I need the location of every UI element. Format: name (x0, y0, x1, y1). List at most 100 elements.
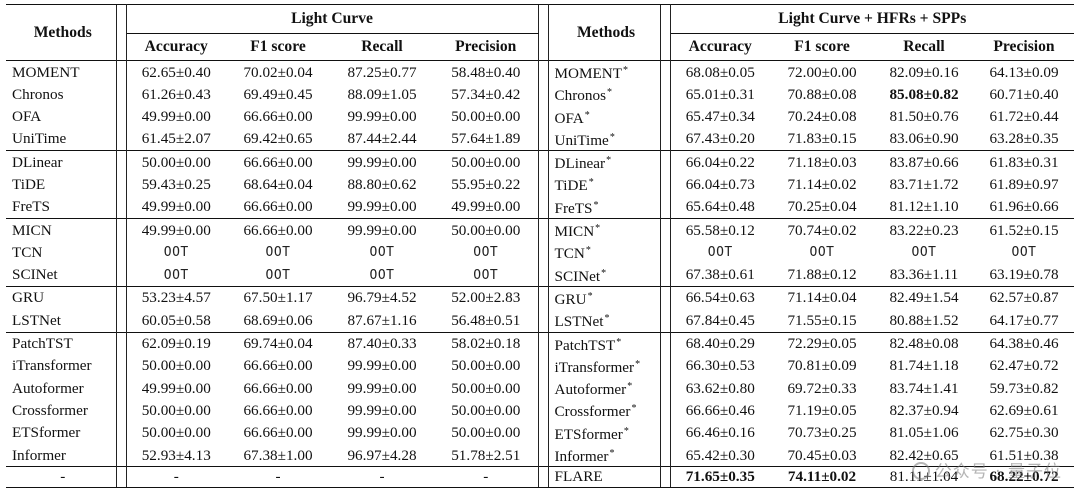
metric-value: 66.66±0.00 (243, 108, 313, 126)
metric-value-cell: 99.99±0.00 (330, 106, 434, 128)
column-separator (115, 173, 127, 196)
metric-value: 99.99±0.00 (347, 221, 417, 239)
column-separator (537, 60, 549, 84)
metric-value-cell: 72.00±0.00 (770, 60, 874, 84)
metric-value: 99.99±0.00 (347, 401, 417, 419)
column-separator (659, 127, 671, 151)
metric-value-cell: 99.99±0.00 (330, 150, 434, 174)
metric-value: 71.65±0.35 (685, 468, 755, 486)
column-separator (659, 354, 671, 378)
metric-value: 82.42±0.65 (889, 446, 959, 464)
metric-value-cell: 74.11±0.02 (770, 466, 874, 488)
column-separator (537, 150, 549, 174)
metric-value-cell: 66.66±0.00 (226, 150, 330, 174)
metric-value-cell: 68.64±0.04 (226, 173, 330, 195)
metric-value-cell: 50.00±0.00 (434, 399, 538, 421)
metric-value: 83.74±1.41 (889, 379, 959, 397)
metric-value-cell: 70.45±0.03 (770, 444, 874, 467)
asterisk-mark: * (609, 131, 615, 143)
metric-value: 96.97±4.28 (347, 446, 417, 464)
metric-value-cell: 81.50±0.76 (874, 106, 974, 128)
method-name-cell: PatchTST* (548, 331, 660, 355)
metric-value-cell: 68.08±0.05 (670, 60, 770, 84)
metric-value: OOT (911, 245, 937, 261)
metric-value: 63.19±0.78 (989, 266, 1059, 284)
column-separator (537, 354, 549, 378)
method-name-cell: GRU (6, 285, 116, 310)
column-separator (115, 285, 127, 310)
metric-value: OOT (369, 267, 395, 283)
asterisk-mark: * (595, 223, 601, 235)
metric-value-cell: 65.58±0.12 (670, 218, 770, 242)
table-row: Chronos 61.26±0.43 69.49±0.45 88.09±1.05 57.… (6, 83, 1074, 106)
metric-value: 57.34±0.42 (451, 85, 521, 103)
group-header-light-curve-hfrs-spps: Light Curve + HFRs + SPPs (670, 4, 1075, 34)
column-separator (537, 105, 549, 128)
metric-value-cell: 59.73±0.82 (974, 377, 1074, 399)
method-name: iTransformer (554, 358, 635, 376)
metric-header: F1 score (250, 38, 306, 55)
method-name: TCN (12, 243, 43, 261)
metric-value: OOT (707, 245, 733, 261)
method-name-cell: TiDE* (548, 173, 660, 195)
metric-value: 81.50±0.76 (889, 108, 959, 126)
column-separator (659, 444, 671, 467)
method-name-cell: FreTS* (548, 196, 660, 219)
method-name: Crossformer (554, 403, 631, 421)
method-name: Informer (554, 448, 609, 466)
metric-value-cell: 70.02±0.04 (226, 60, 330, 84)
metric-value-cell: 62.47±0.72 (974, 355, 1074, 377)
method-name-cell: LSTNet (6, 309, 116, 332)
column-separator (659, 309, 671, 333)
metric-value-cell: OOT (330, 241, 434, 263)
metric-value-cell: 70.81±0.09 (770, 355, 874, 377)
table-row: iTransformer 50.00±0.00 66.66±0.00 99.99±0.… (6, 354, 1074, 378)
metric-value: OOT (265, 245, 291, 261)
metric-value: 50.00±0.00 (141, 401, 211, 419)
method-name-cell: Crossformer* (548, 399, 660, 421)
metric-value-cell: 66.46±0.16 (670, 422, 770, 444)
method-name-cell: UniTime* (548, 128, 660, 151)
metric-value-cell: 64.17±0.77 (974, 309, 1074, 332)
metric-value-cell: OOT (434, 264, 538, 287)
column-separator (659, 218, 671, 242)
column-separator (537, 195, 549, 219)
metric-value: 70.88±0.08 (787, 85, 857, 103)
metric-value: 63.62±0.80 (685, 379, 755, 397)
metric-value-cell: 82.37±0.94 (874, 399, 974, 421)
metric-value-cell: 50.00±0.00 (126, 355, 226, 377)
method-name-cell: DLinear* (548, 150, 660, 174)
method-name-cell: MOMENT (6, 60, 116, 84)
column-separator (115, 399, 127, 422)
metric-value: 66.66±0.00 (243, 424, 313, 442)
method-name: SCINet (12, 266, 58, 284)
column-separator (659, 150, 671, 174)
metric-value: 70.81±0.09 (787, 357, 857, 375)
metric-value: 87.25±0.77 (347, 63, 417, 81)
metric-value-cell: 88.09±1.05 (330, 83, 434, 105)
column-separator (659, 241, 671, 264)
metric-value: 66.04±0.22 (685, 153, 755, 171)
metric-value: 65.01±0.31 (685, 85, 755, 103)
column-separator (115, 466, 127, 488)
table-row: ETSformer 50.00±0.00 66.66±0.00 99.99±0.00 5… (6, 421, 1074, 445)
asterisk-mark: * (631, 403, 637, 415)
metric-value-cell: 66.66±0.46 (670, 399, 770, 421)
metric-value: 88.09±1.05 (347, 85, 417, 103)
metric-value-cell: 60.05±0.58 (126, 309, 226, 332)
method-name-cell: UniTime (6, 128, 116, 151)
asterisk-mark: * (627, 381, 633, 393)
metric-value: 62.69±0.61 (989, 401, 1059, 419)
metric-value: 66.66±0.46 (685, 401, 755, 419)
metric-value: 72.00±0.00 (787, 63, 857, 81)
metric-value-cell: 63.19±0.78 (974, 264, 1074, 287)
metric-value-cell: 99.99±0.00 (330, 355, 434, 377)
metric-value: 99.99±0.00 (347, 357, 417, 375)
table-row: Autoformer 49.99±0.00 66.66±0.00 99.99±0.00… (6, 377, 1074, 400)
method-name-cell: Informer (6, 444, 116, 467)
metric-value-cell: 71.19±0.05 (770, 399, 874, 421)
metric-header: Accuracy (144, 38, 208, 55)
metric-value-cell: 71.55±0.15 (770, 309, 874, 332)
column-separator (537, 285, 549, 310)
metric-value-cell: - (226, 466, 330, 488)
